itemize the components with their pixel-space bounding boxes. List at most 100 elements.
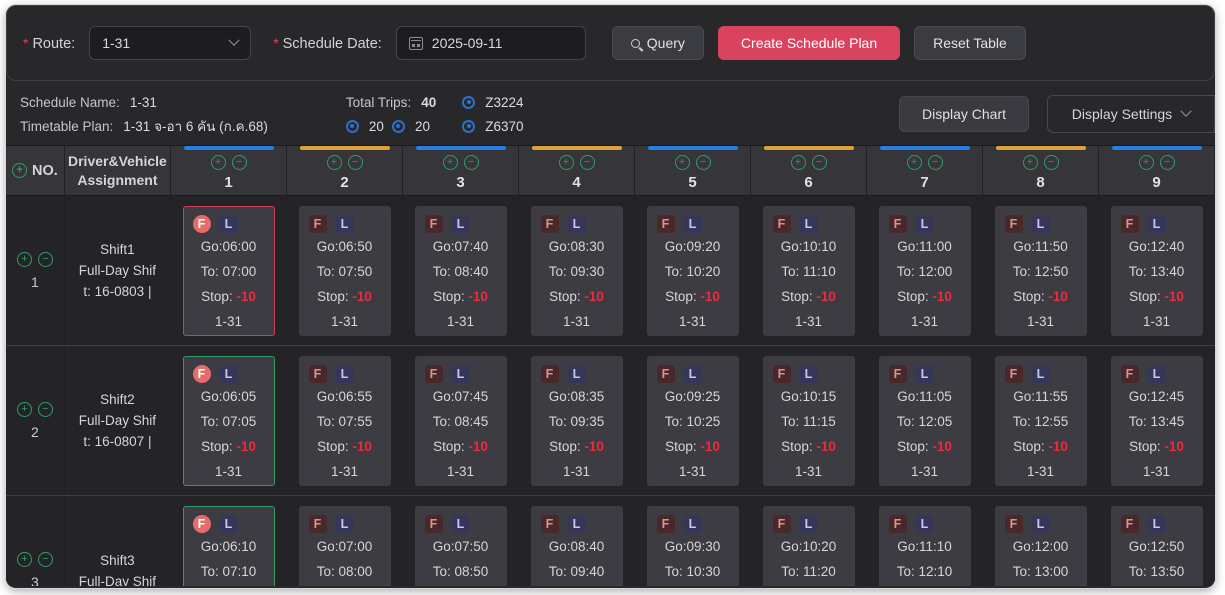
trip-cell[interactable]: F L Go:08:35 To: 09:35 Stop: -10 1-31 <box>530 355 623 486</box>
remove-row-icon[interactable]: − <box>37 551 53 567</box>
display-settings-dropdown[interactable]: Display Settings <box>1047 95 1215 133</box>
add-row-icon[interactable]: + <box>12 163 28 178</box>
trip-cell[interactable]: F L Go:09:25 To: 10:25 Stop: -10 1-31 <box>646 355 739 486</box>
trip-cell[interactable]: F L Go:06:50 To: 07:50 Stop: -10 1-31 <box>298 205 391 336</box>
remove-trip-icon[interactable]: − <box>347 155 363 170</box>
add-trip-icon[interactable]: + <box>1138 155 1154 170</box>
remove-trip-icon[interactable]: − <box>1159 155 1175 170</box>
trip-cell[interactable]: F L Go:11:55 To: 12:55 Stop: -10 1-31 <box>994 355 1087 486</box>
add-trip-icon[interactable]: + <box>674 155 690 170</box>
create-schedule-plan-button[interactable]: Create Schedule Plan <box>717 26 901 60</box>
trip-cell[interactable]: F L Go:12:50 To: 13:50 <box>1110 505 1203 586</box>
trip-cell[interactable]: F L Go:11:00 To: 12:00 Stop: -10 1-31 <box>878 205 971 336</box>
trip-cell[interactable]: F L Go:12:00 To: 13:00 <box>994 505 1087 586</box>
trip-cell[interactable]: F L Go:12:40 To: 13:40 Stop: -10 1-31 <box>1110 205 1203 336</box>
trip-cell[interactable]: F L Go:08:30 To: 09:30 Stop: -10 1-31 <box>530 205 623 336</box>
trip-cell[interactable]: F L Go:07:00 To: 08:00 <box>298 505 391 586</box>
trip-cell[interactable]: F L Go:07:50 To: 08:50 <box>414 505 507 586</box>
route-tag: 1-31 <box>678 313 707 329</box>
schedule-row: + −2 Shift2 Full-Day Shif t: 16-0807 | F L Go:0… <box>6 346 1215 496</box>
column-number: 5 <box>688 174 697 191</box>
driver-vehicle-cell[interactable]: Shift2 Full-Day Shif t: 16-0807 | <box>65 346 171 495</box>
remove-trip-icon[interactable]: − <box>811 155 827 170</box>
add-trip-icon[interactable]: + <box>790 155 806 170</box>
trip-cell-slot: F L Go:12:50 To: 13:50 <box>1099 496 1215 586</box>
trip-cell[interactable]: F L Go:09:30 To: 10:30 <box>646 505 739 586</box>
trip-cell[interactable]: F L Go:12:45 To: 13:45 Stop: -10 1-31 <box>1110 355 1203 486</box>
remove-trip-icon[interactable]: − <box>579 155 595 170</box>
trip-cell[interactable]: F L Go:06:05 To: 07:05 Stop: -10 1-31 <box>182 355 275 486</box>
remove-trip-icon[interactable]: − <box>231 155 247 170</box>
add-trip-icon[interactable]: + <box>442 155 458 170</box>
trip-cell-slot: F L Go:06:50 To: 07:50 Stop: -10 1-31 <box>287 196 403 345</box>
trip-cell[interactable]: F L Go:06:10 To: 07:10 <box>182 505 275 586</box>
schedule-row: + −3 Shift3 Full-Day Shif F L Go:06:10 To: 07:1… <box>6 496 1215 586</box>
go-time: Go:07:00 <box>316 538 373 554</box>
stop-time: Stop: -10 <box>549 288 604 304</box>
to-time: To: 07:50 <box>316 263 373 279</box>
go-time: Go:11:55 <box>1013 388 1068 404</box>
trip-cell-slot: F L Go:11:10 To: 12:10 <box>867 496 983 586</box>
row-number-cell: + − 1 <box>6 196 65 345</box>
trip-cell[interactable]: F L Go:08:40 To: 09:40 <box>530 505 623 586</box>
shift-text-line: t: 16-0803 | <box>83 284 152 299</box>
stop-value: -10 <box>1048 438 1068 454</box>
stop-time: Stop: -10 <box>1129 288 1184 304</box>
go-time: Go:12:40 <box>1128 238 1185 254</box>
add-trip-icon[interactable]: + <box>558 155 574 170</box>
route-tag: 1-31 <box>214 463 243 479</box>
route-tag: 1-31 <box>1026 313 1055 329</box>
add-row-icon[interactable]: + <box>16 551 32 567</box>
route-tag: 1-31 <box>794 313 823 329</box>
driver-vehicle-cell[interactable]: Shift1 Full-Day Shif t: 16-0803 | <box>65 196 171 345</box>
remove-row-icon[interactable]: − <box>37 251 53 267</box>
trip-cell[interactable]: F L Go:11:10 To: 12:10 <box>878 505 971 586</box>
go-time: Go:06:10 <box>200 538 257 554</box>
trip-cell[interactable]: F L Go:10:15 To: 11:15 Stop: -10 1-31 <box>762 355 855 486</box>
trip-cell[interactable]: F L Go:09:20 To: 10:20 Stop: -10 1-31 <box>646 205 739 336</box>
trip-cell[interactable]: F L Go:10:20 To: 11:20 <box>762 505 855 586</box>
route-tag: 1-31 <box>446 463 475 479</box>
stop-time: Stop: -10 <box>897 438 952 454</box>
trip-cell[interactable]: F L Go:11:05 To: 12:05 Stop: -10 1-31 <box>878 355 971 486</box>
trip-cell[interactable]: F L Go:07:45 To: 08:45 Stop: -10 1-31 <box>414 355 507 486</box>
remove-trip-icon[interactable]: − <box>927 155 943 170</box>
go-time: Go:11:50 <box>1013 238 1068 254</box>
trip-cell[interactable]: F L Go:06:00 To: 07:00 Stop: -10 1-31 <box>182 205 275 336</box>
go-time: Go:10:20 <box>780 538 837 554</box>
route-label: * Route: <box>23 34 76 52</box>
trip-cell-slot: F L Go:10:20 To: 11:20 <box>751 496 867 586</box>
route-tag: 1-31 <box>1142 313 1171 329</box>
to-time: To: 07:55 <box>316 413 373 429</box>
schedule-date-input[interactable]: 2025-09-11 <box>395 26 586 60</box>
stop-time: Stop: -10 <box>781 438 836 454</box>
add-row-icon[interactable]: + <box>16 401 32 417</box>
column-color-strip <box>1111 146 1202 150</box>
search-icon <box>630 38 640 48</box>
go-time: Go:09:20 <box>664 238 721 254</box>
add-trip-icon[interactable]: + <box>1022 155 1038 170</box>
remove-trip-icon[interactable]: − <box>695 155 711 170</box>
trip-cell[interactable]: F L Go:07:40 To: 08:40 Stop: -10 1-31 <box>414 205 507 336</box>
remove-row-icon[interactable]: − <box>37 401 53 417</box>
route-select[interactable]: 1-31 <box>89 26 252 60</box>
trip-cell[interactable]: F L Go:06:55 To: 07:55 Stop: -10 1-31 <box>298 355 391 486</box>
driver-vehicle-cell[interactable]: Shift3 Full-Day Shif <box>65 496 171 586</box>
trip-cell[interactable]: F L Go:11:50 To: 12:50 Stop: -10 1-31 <box>994 205 1087 336</box>
trip-cell[interactable]: F L Go:10:10 To: 11:10 Stop: -10 1-31 <box>762 205 855 336</box>
shift-text-line: Full-Day Shif <box>78 263 157 278</box>
remove-trip-icon[interactable]: − <box>463 155 479 170</box>
to-time: To: 07:00 <box>200 263 257 279</box>
reset-table-button[interactable]: Reset Table <box>914 26 1026 60</box>
stop-time: Stop: -10 <box>665 288 720 304</box>
add-trip-icon[interactable]: + <box>210 155 226 170</box>
add-trip-icon[interactable]: + <box>326 155 342 170</box>
schedule-row: + −1 Shift1 Full-Day Shif t: 16-0803 | F L Go:0… <box>6 196 1215 346</box>
display-chart-button[interactable]: Display Chart <box>898 96 1029 132</box>
query-button[interactable]: Query <box>611 26 704 60</box>
add-row-icon[interactable]: + <box>16 251 32 267</box>
remove-trip-icon[interactable]: − <box>1043 155 1059 170</box>
add-trip-icon[interactable]: + <box>906 155 922 170</box>
go-time: Go:11:05 <box>897 388 952 404</box>
